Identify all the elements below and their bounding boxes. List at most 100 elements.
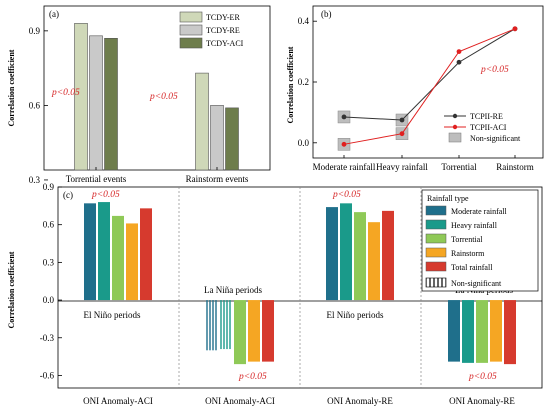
bar-moderate-rainfall bbox=[84, 203, 96, 301]
panel-b-x-tick-label: Torrential bbox=[441, 162, 477, 172]
legend-swatch-nonsignificant bbox=[425, 277, 447, 288]
panel-c-significance-annotation: p<0.05 bbox=[91, 190, 120, 200]
panel-a-y-axis-label: Correlation coefficient bbox=[7, 49, 16, 126]
panel-c-legend-items: Moderate rainfall Heavy rainfall Torrentia… bbox=[425, 205, 508, 272]
panel-a-x-tick-label: Rainstorm events bbox=[186, 174, 249, 184]
panel-a-label: (a) bbox=[49, 9, 59, 19]
panel-b-y-ticks: 0.0 0.2 0.4 bbox=[298, 16, 317, 148]
legend-title: Rainfall type bbox=[427, 194, 469, 203]
panel-a-x-ticks bbox=[95, 167, 218, 170]
legend-label: Non-significant bbox=[451, 279, 502, 288]
bar-total-rainfall bbox=[504, 300, 516, 365]
panel-c-y-ticks: -0.6 -0.3 0.0 0.3 0.6 0.9 bbox=[40, 182, 62, 380]
y-tick-label: 0.6 bbox=[29, 100, 41, 110]
bar-tcdy-re bbox=[210, 105, 224, 171]
panel-c-y-axis-label: Correlation coefficient bbox=[7, 251, 16, 328]
panel-c-group-label: El Niño periods bbox=[327, 310, 384, 320]
bar-torrential bbox=[234, 300, 246, 365]
panel-c-x-tick-label: ONI Anomaly-RE bbox=[449, 396, 515, 406]
legend-label: Moderate rainfall bbox=[451, 207, 508, 216]
bar-tcdy-er bbox=[74, 23, 88, 171]
panel-b-x-ticks bbox=[343, 155, 516, 158]
panel-c-significance-annotation: p<0.05 bbox=[468, 372, 497, 382]
panel-a-significance-annotation: p<0.05 bbox=[149, 92, 178, 102]
bar-tcdy-aci bbox=[104, 38, 118, 171]
y-tick-label: 0.9 bbox=[43, 182, 55, 192]
y-tick-label: -0.3 bbox=[40, 333, 55, 343]
legend-swatch-torrential bbox=[425, 233, 447, 244]
point-tcpii-re bbox=[341, 114, 347, 120]
y-tick-label: 0.3 bbox=[29, 175, 41, 185]
panel-a-significance-annotation: p<0.05 bbox=[51, 88, 80, 98]
panel-b-x-tick-label: Moderate rainfall bbox=[313, 162, 376, 172]
legend-label: Non-significant bbox=[470, 134, 521, 143]
y-tick-label: 0.6 bbox=[43, 220, 55, 230]
y-tick-label: 0.0 bbox=[43, 295, 55, 305]
panel-c-legend: Rainfall type Moderate rainfall Heavy rai… bbox=[421, 189, 539, 292]
bar-total-rainfall bbox=[262, 300, 274, 362]
panel-b-label: (b) bbox=[321, 9, 332, 19]
legend-label: Heavy rainfall bbox=[451, 221, 498, 230]
legend-label: Total rainfall bbox=[451, 263, 493, 272]
point-tcpii-aci bbox=[512, 26, 518, 32]
legend-swatch-nonsignificant bbox=[448, 132, 462, 143]
panel-b: (b) Correlation coefficient 0.0 0.2 0.4 Mo… bbox=[286, 5, 544, 172]
bar-tcdy-er bbox=[195, 72, 209, 171]
panel-b-x-tick-label: Heavy rainfall bbox=[376, 162, 428, 172]
legend-marker-tcpii-aci bbox=[452, 124, 458, 130]
legend-label: TCDY-RE bbox=[206, 26, 240, 35]
legend-marker-tcpii-re bbox=[452, 113, 458, 119]
bar-moderate-rainfall bbox=[448, 300, 460, 362]
panel-c-x-tick-label: ONI Anomaly-ACI bbox=[205, 396, 275, 406]
point-tcpii-aci bbox=[399, 131, 405, 137]
panel-b-x-tick-label: Rainstorm bbox=[496, 162, 534, 172]
legend-label: TCPII-ACI bbox=[470, 123, 507, 132]
bar-rainstorm bbox=[490, 300, 502, 362]
bar-tcdy-re bbox=[89, 35, 103, 171]
panel-b-legend: TCPII-RE TCPII-ACI Non-significant bbox=[444, 112, 521, 143]
point-tcpii-re bbox=[399, 117, 405, 123]
panel-c: (c) Correlation coefficient -0.6 -0.3 0.0 0… bbox=[7, 182, 543, 406]
point-tcpii-re bbox=[456, 59, 462, 65]
panel-a-y-ticks: 0.3 0.6 0.9 bbox=[29, 26, 48, 185]
point-tcpii-aci bbox=[341, 141, 347, 147]
bar-rainstorm bbox=[126, 223, 138, 301]
panel-c-significance-annotation: p<0.05 bbox=[332, 190, 361, 200]
y-tick-label: 0.0 bbox=[298, 138, 310, 148]
bar-torrential bbox=[476, 300, 488, 363]
nonsignificant-hatch bbox=[220, 300, 231, 350]
panel-a-x-tick-label: Torrential events bbox=[66, 174, 127, 184]
legend-label: Torrential bbox=[451, 235, 483, 244]
legend-label: TCDY-ACI bbox=[206, 39, 244, 48]
nonsignificant-hatch bbox=[206, 300, 217, 351]
bar-torrential bbox=[112, 215, 124, 301]
legend-swatch-tcdy-er bbox=[179, 11, 203, 23]
legend-label: Rainstorm bbox=[451, 249, 485, 258]
panel-c-significance-annotation: p<0.05 bbox=[238, 372, 267, 382]
panel-b-significance-annotation: p<0.05 bbox=[480, 65, 509, 75]
panel-a: (a) Correlation coefficient 0.3 0.6 0.9 To… bbox=[7, 5, 271, 185]
y-tick-label: 0.2 bbox=[298, 77, 309, 87]
y-tick-label: 0.4 bbox=[298, 16, 310, 26]
y-tick-label: 0.3 bbox=[43, 257, 55, 267]
line-tcpii-aci bbox=[343, 28, 516, 145]
legend-swatch-tcdy-aci bbox=[179, 37, 203, 49]
panel-b-y-axis-label: Correlation coefficient bbox=[286, 46, 295, 123]
bar-heavy-rainfall bbox=[98, 202, 110, 301]
bar-torrential bbox=[354, 212, 366, 301]
legend-swatch-moderate-rainfall bbox=[425, 205, 447, 216]
panel-c-x-tick-label: ONI Anomaly-RE bbox=[327, 396, 393, 406]
bar-heavy-rainfall bbox=[340, 203, 352, 301]
panel-c-group-label: El Niño periods bbox=[84, 310, 141, 320]
legend-swatch-total-rainfall bbox=[425, 261, 447, 272]
legend-swatch-tcdy-re bbox=[179, 24, 203, 36]
legend-label: TCDY-ER bbox=[206, 13, 240, 22]
bar-total-rainfall bbox=[140, 208, 152, 301]
legend-label: TCPII-RE bbox=[470, 112, 503, 121]
bar-tcdy-aci bbox=[225, 107, 239, 171]
line-tcpii-re bbox=[343, 28, 516, 121]
panel-a-bars bbox=[74, 23, 239, 171]
panel-c-x-tick-label: ONI Anomaly-ACI bbox=[83, 396, 153, 406]
